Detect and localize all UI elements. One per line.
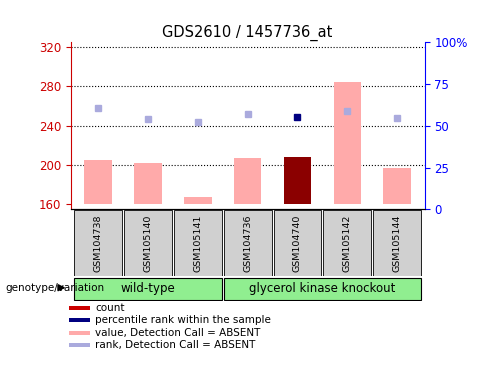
Bar: [284, 157, 311, 204]
Bar: [234, 158, 262, 204]
Text: wild-type: wild-type: [121, 283, 175, 295]
Text: percentile rank within the sample: percentile rank within the sample: [96, 315, 271, 325]
Bar: [184, 197, 211, 204]
Text: GSM105144: GSM105144: [393, 214, 402, 271]
Text: count: count: [96, 303, 125, 313]
FancyBboxPatch shape: [174, 210, 222, 276]
Text: GSM105142: GSM105142: [343, 214, 352, 271]
Text: genotype/variation: genotype/variation: [5, 283, 104, 293]
FancyBboxPatch shape: [373, 210, 421, 276]
Text: rank, Detection Call = ABSENT: rank, Detection Call = ABSENT: [96, 340, 256, 350]
Text: GSM105141: GSM105141: [193, 214, 203, 271]
FancyBboxPatch shape: [74, 278, 222, 300]
Text: GSM104738: GSM104738: [94, 214, 102, 271]
Text: GSM105140: GSM105140: [143, 214, 152, 271]
Text: value, Detection Call = ABSENT: value, Detection Call = ABSENT: [96, 328, 261, 338]
Bar: [384, 168, 411, 204]
Bar: [84, 160, 112, 204]
Bar: [334, 81, 361, 204]
FancyBboxPatch shape: [124, 210, 172, 276]
Bar: [68, 343, 90, 347]
Bar: [68, 331, 90, 335]
Text: GSM104736: GSM104736: [243, 214, 252, 271]
FancyBboxPatch shape: [224, 278, 421, 300]
Text: GSM104740: GSM104740: [293, 214, 302, 271]
FancyBboxPatch shape: [74, 210, 122, 276]
Title: GDS2610 / 1457736_at: GDS2610 / 1457736_at: [163, 25, 333, 41]
FancyBboxPatch shape: [274, 210, 322, 276]
FancyBboxPatch shape: [224, 210, 272, 276]
Bar: [68, 306, 90, 310]
Bar: [68, 318, 90, 322]
Bar: [134, 163, 162, 204]
FancyBboxPatch shape: [324, 210, 371, 276]
Text: glycerol kinase knockout: glycerol kinase knockout: [249, 283, 396, 295]
